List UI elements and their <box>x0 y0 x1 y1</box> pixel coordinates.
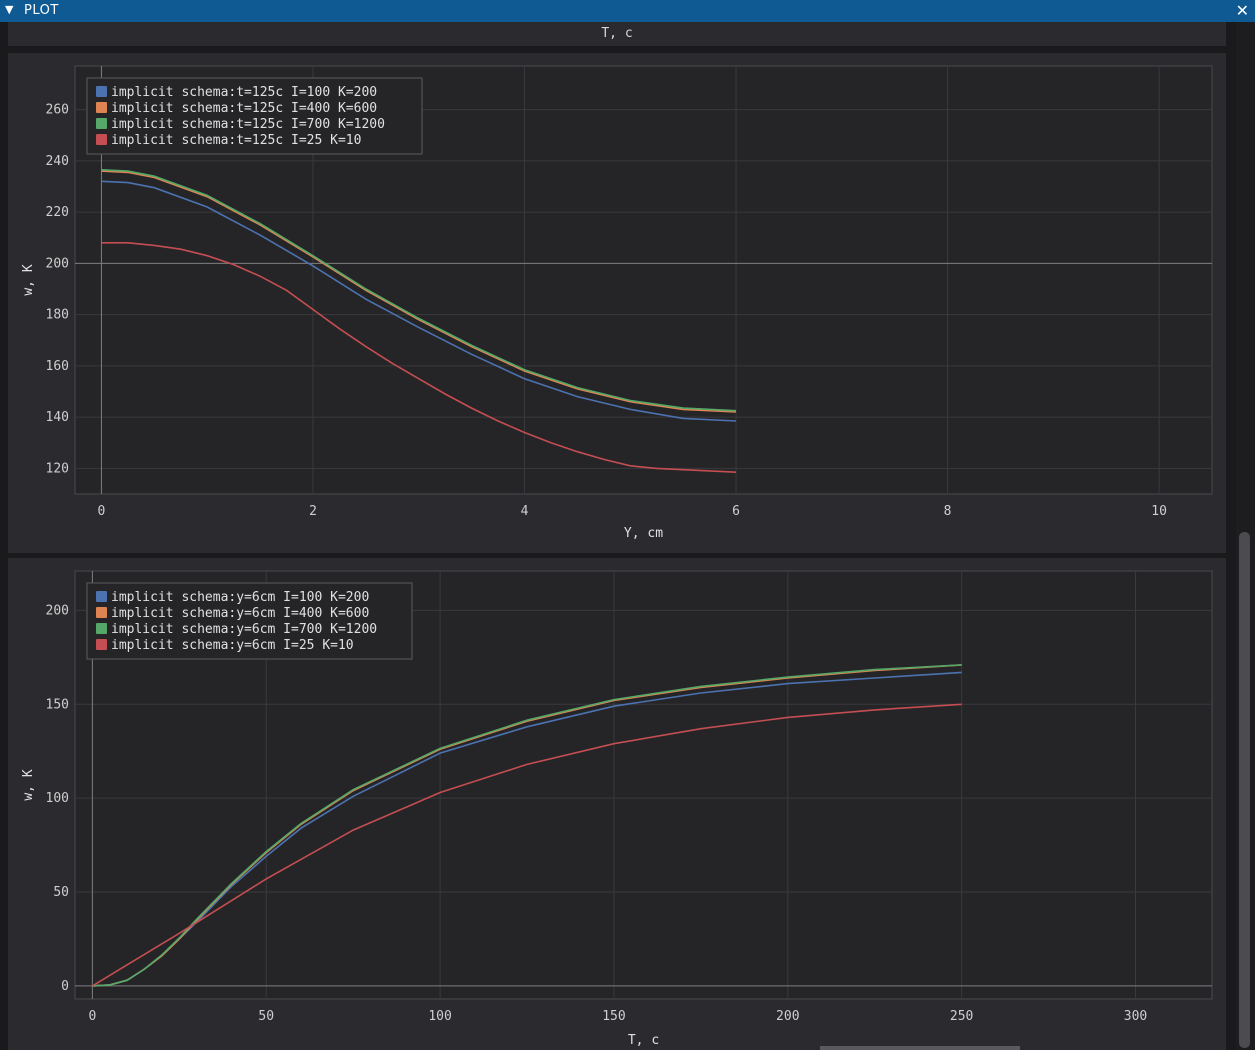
series-line-2 <box>101 170 737 413</box>
y-tick-label: 200 <box>46 256 69 271</box>
x-tick-label: 50 <box>258 1009 274 1024</box>
y-tick-label: 150 <box>46 697 69 712</box>
legend-label-2: implicit schema:y=6cm I=400 K=600 <box>111 606 369 621</box>
y-tick-label: 140 <box>46 410 69 425</box>
y-tick-label: 100 <box>46 791 69 806</box>
legend-label-4: implicit schema:t=125c I=25 K=10 <box>111 133 361 148</box>
legend-box <box>86 582 413 660</box>
legend-label-1: implicit schema:t=125c I=100 K=200 <box>111 85 377 100</box>
legend-swatch-1 <box>96 591 107 602</box>
vertical-scrollbar-thumb[interactable] <box>1239 532 1250 1048</box>
plot-panel-2: 0 50 100 150 200 250 300 0 50 100 150 200 implicit s… <box>8 558 1226 1050</box>
chart-temperature-vs-time[interactable]: 0 50 100 150 200 250 300 0 50 100 150 200 implicit s… <box>8 558 1226 1050</box>
top-partial-plot-strip: T, c <box>8 22 1226 46</box>
legend-swatch-4 <box>96 639 107 650</box>
x-tick-label: 250 <box>950 1009 973 1024</box>
x-tick-label: 300 <box>1124 1009 1147 1024</box>
collapse-triangle-icon[interactable]: ▼ <box>5 3 14 16</box>
horizontal-scrollbar-thumb[interactable] <box>820 1046 1020 1050</box>
legend: implicit schema:y=6cm I=100 K=200implici… <box>86 582 413 660</box>
x-tick-label: 10 <box>1151 504 1167 519</box>
x-axis-label: T, c <box>628 1033 659 1048</box>
y-axis-label: w, K <box>21 769 36 800</box>
legend-swatch-2 <box>96 102 107 113</box>
legend-swatch-2 <box>96 607 107 618</box>
x-tick-label: 150 <box>602 1009 625 1024</box>
legend-swatch-1 <box>96 86 107 97</box>
legend-label-3: implicit schema:t=125c I=700 K=1200 <box>111 117 385 132</box>
x-tick-label: 200 <box>776 1009 799 1024</box>
x-tick-label: 6 <box>732 504 740 519</box>
x-tick-label: 4 <box>521 504 529 519</box>
legend-swatch-3 <box>96 118 107 129</box>
y-tick-label: 160 <box>46 359 69 374</box>
legend-label-3: implicit schema:y=6cm I=700 K=1200 <box>111 622 377 637</box>
x-tick-label: 0 <box>88 1009 96 1024</box>
series-line-1 <box>101 180 737 422</box>
y-tick-label: 260 <box>46 103 69 118</box>
y-tick-label: 240 <box>46 154 69 169</box>
window-titlebar: ▼ PLOT ✕ <box>0 0 1255 22</box>
x-tick-label: 100 <box>428 1009 451 1024</box>
legend-label-1: implicit schema:y=6cm I=100 K=200 <box>111 590 369 605</box>
x-tick-label: 0 <box>98 504 106 519</box>
legend: implicit schema:t=125c I=100 K=200implic… <box>86 77 423 155</box>
plot-panel-1: 0 2 4 6 8 10 120 140 160 180 200 220 240 260 implicit … <box>8 53 1226 553</box>
x-tick-label: 2 <box>309 504 317 519</box>
top-strip-xlabel: T, c <box>601 26 633 41</box>
series-line-4 <box>101 242 737 473</box>
series-line-3 <box>101 169 737 412</box>
x-tick-label: 8 <box>944 504 952 519</box>
close-icon[interactable]: ✕ <box>1235 1 1249 20</box>
x-axis-label: Y, cm <box>624 526 663 541</box>
window-title: PLOT <box>24 3 59 18</box>
y-tick-label: 0 <box>61 979 69 994</box>
y-axis-label: w, K <box>21 264 36 295</box>
chart-temperature-vs-y[interactable]: 0 2 4 6 8 10 120 140 160 180 200 220 240 260 implicit … <box>8 53 1226 553</box>
legend-swatch-3 <box>96 623 107 634</box>
legend-label-4: implicit schema:y=6cm I=25 K=10 <box>111 638 354 653</box>
y-tick-label: 180 <box>46 308 69 323</box>
legend-label-2: implicit schema:t=125c I=400 K=600 <box>111 101 377 116</box>
series-line-4 <box>91 703 962 987</box>
y-tick-label: 200 <box>46 603 69 618</box>
y-tick-label: 220 <box>46 205 69 220</box>
y-tick-label: 50 <box>53 885 69 900</box>
legend-swatch-4 <box>96 134 107 145</box>
legend-box <box>86 77 423 155</box>
plot-content-area[interactable]: T, c 0 2 4 6 8 10 120 140 160 180 200 220 240 260 impl… <box>0 22 1255 1050</box>
y-tick-label: 120 <box>46 461 69 476</box>
series-line-3 <box>92 664 962 987</box>
